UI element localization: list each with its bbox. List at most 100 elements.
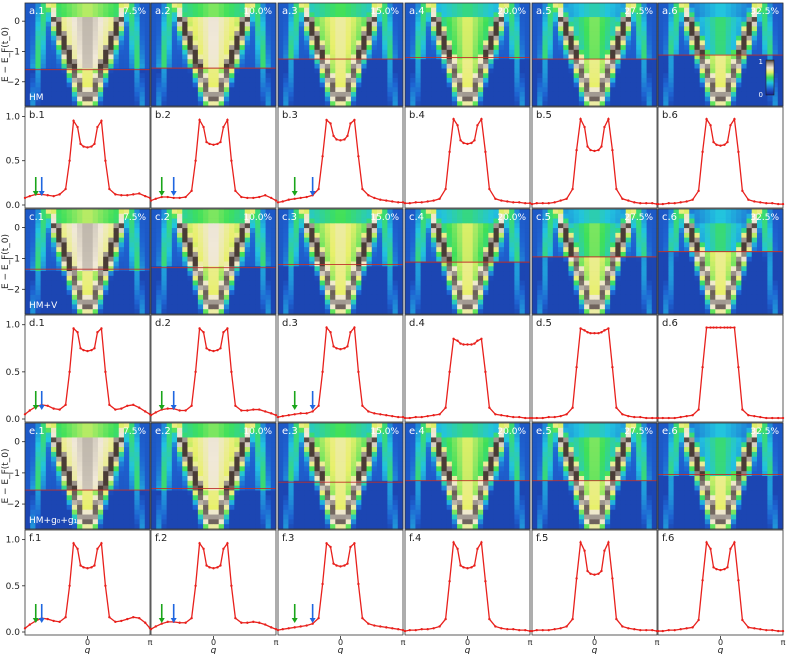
heatmap-cell [82,82,88,88]
heatmap-cell [663,87,669,93]
heatmap-cell [756,17,763,23]
heatmap-cell [192,237,199,243]
heatmap-cell [547,3,554,9]
heatmap-cell [151,87,157,93]
heatmap-cell [741,73,747,79]
heatmap-cell [488,40,494,46]
heatmap-cell [45,45,52,51]
heatmap-cell [283,101,289,107]
heatmap-cell [604,17,611,23]
heatmap-cell [767,31,773,37]
heatmap-cell [244,299,251,305]
heatmap-cell [30,91,36,98]
heatmap-cell [30,73,36,79]
heatmap-cell [298,40,305,46]
heatmap-cell [51,294,57,301]
heatmap-cell [324,40,331,46]
heatmap-cell [234,35,240,41]
heatmap-cell [298,68,305,74]
heatmap-cell [777,3,784,9]
heatmap-cell [239,251,246,258]
heatmap-cell [715,73,721,79]
heatmap-cell [249,271,256,277]
heatmap-cell [519,7,526,13]
heatmap-cell [483,26,489,32]
heatmap-cell [270,271,277,277]
heatmap-cell [467,31,474,37]
heatmap-cell [524,96,531,102]
heatmap-cell [673,63,680,69]
heatmap-cell [144,17,151,23]
heatmap-cell [208,49,214,55]
heatmap-cell [483,237,489,243]
heatmap-cell [192,40,199,46]
heatmap-cell [436,87,442,93]
heatmap-cell [283,266,289,272]
heatmap-cell [710,49,716,55]
heatmap-cell [483,87,489,93]
heatmap-cell [314,237,321,243]
heatmap-cell [244,285,251,291]
heatmap-cell [304,213,310,219]
heatmap-cell [40,63,47,69]
heatmap-cell [265,275,272,281]
heatmap-cell [234,251,240,258]
heatmap-cell [197,35,204,41]
heatmap-cell [265,304,272,310]
heatmap-cell [415,218,422,224]
heatmap-cell [97,247,104,253]
heatmap-cell [451,3,458,9]
heatmap-cell [519,49,526,55]
heatmap-cell [103,294,109,301]
heatmap-cell [288,275,295,281]
heatmap-cell [97,285,104,291]
heatmap-cell [208,96,214,102]
heatmap-cell [356,304,362,310]
heatmap-cell [350,26,357,32]
heatmap-cell [213,101,220,107]
heatmap-cell [218,7,225,13]
heatmap-cell [457,73,463,79]
heatmap-cell [689,12,695,18]
heatmap-cell [350,299,357,305]
heatmap-cell [387,213,393,219]
heatmap-cell [573,26,580,32]
heatmap-cell [234,59,240,65]
heatmap-cell [741,68,747,74]
heatmap-cell [636,54,642,60]
heatmap-cell [40,261,47,267]
heatmap-cell [77,12,83,18]
heatmap-cell [366,247,373,253]
heatmap-cell [244,63,251,69]
heatmap-cell [166,91,173,98]
heatmap-cell [156,218,162,224]
heatmap-cell [558,7,564,13]
heatmap-cell [552,3,559,9]
heatmap-cell [283,87,289,93]
heatmap-cell [249,304,256,310]
heatmap-cell [218,285,225,291]
heatmap-cell [431,45,437,51]
heatmap-cell [532,54,538,60]
heatmap-cell [366,232,373,239]
heatmap-cell [756,45,763,51]
heatmap-cell [66,280,73,286]
heatmap-cell [457,101,463,107]
heatmap-cell [524,49,531,55]
heatmap-cell [636,77,642,83]
heatmap-cell [234,275,240,281]
heatmap-cell [304,232,310,239]
heatmap-cell [51,21,57,27]
heatmap-cell [382,12,388,18]
heatmap-cell [25,82,31,88]
heatmap-cell [223,271,230,277]
heatmap-cell [66,228,73,234]
heatmap-cell [123,228,130,234]
heatmap-cell [558,77,564,83]
heatmap-cell [704,73,711,79]
heatmap-cell [324,213,331,219]
doping-label: 10.0% [243,213,272,223]
heatmap-cell [584,3,590,9]
panel-frame [277,208,404,315]
heatmap-cell [767,17,773,23]
